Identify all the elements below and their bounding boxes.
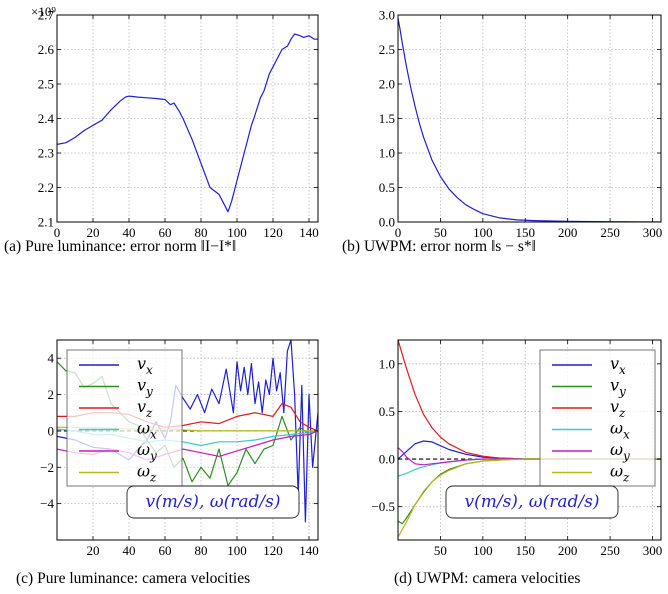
y-tick-label: 2	[48, 387, 55, 402]
y-tick-label: 2.5	[379, 42, 395, 57]
axes-frame	[56, 339, 319, 541]
series-group	[398, 18, 661, 222]
x-tick-label: 40	[123, 543, 136, 558]
series-group	[57, 33, 318, 213]
y-tick-label: 4	[48, 351, 55, 366]
legend-label: ωz	[137, 462, 157, 485]
y-tick-label: 2.3	[38, 146, 54, 161]
legend-label: vx	[137, 354, 153, 377]
panel-caption: (d) UWPM: camera velocities	[394, 570, 580, 587]
axes-frame	[397, 339, 662, 541]
x-tick-label: 80	[195, 225, 208, 240]
x-tick-label: 300	[643, 225, 663, 240]
y-tick-label: 0	[48, 423, 55, 438]
x-tick-label: 50	[434, 543, 447, 558]
x-tick-label: 60	[159, 225, 172, 240]
y-tick-label: 0.5	[379, 404, 395, 419]
y-tick-label: −4	[40, 496, 54, 511]
y-tick-label: −0.5	[371, 499, 395, 514]
x-tick-label: 20	[87, 225, 100, 240]
panel-caption: (c) Pure luminance: camera velocities	[16, 570, 250, 587]
legend-label: vy	[610, 376, 626, 399]
x-tick-label: 120	[263, 225, 283, 240]
y-tick-label: 2.6	[38, 42, 55, 57]
panel-a: 0 20 40 60 80 100 120 140 2.1 2.2 2.3 2.4 2.5 2.6 2.7×…	[4, 4, 319, 255]
series-line-s0	[57, 33, 318, 213]
x-tick-label: 200	[558, 543, 578, 558]
legend-label: ωy	[610, 440, 630, 463]
panel-d: 50 100 150 200 250 300 −0.5 0.0 0.5 1.0 vxvyvzωxωy…	[371, 339, 663, 587]
unit-label-box	[445, 485, 619, 519]
x-tick-label: 100	[227, 543, 247, 558]
legend-label: ωx	[610, 419, 630, 442]
y-tick-label: 1.0	[379, 146, 395, 161]
y-axis-multiplier: ×10⁹	[31, 4, 56, 19]
y-tick-label: 2.5	[38, 77, 54, 92]
x-tick-label: 20	[87, 543, 100, 558]
y-tick-label: 2.1	[38, 215, 54, 230]
y-tick-label: 2.7	[38, 8, 55, 23]
x-tick-label: 140	[299, 543, 319, 558]
y-tick-label: 3.0	[379, 8, 395, 23]
legend-label: vx	[610, 354, 626, 377]
panel-b: 0 50 100 150 200 250 300 0.0 0.5 1.0 1.5 2.0 2.5 3.0 (…	[342, 8, 662, 256]
x-tick-label: 150	[516, 225, 536, 240]
y-tick-label: 0.5	[379, 180, 395, 195]
y-tick-label: 1.5	[379, 111, 395, 126]
unit-label-box	[126, 485, 300, 519]
x-tick-label: 50	[434, 225, 447, 240]
x-tick-label: 0	[395, 225, 402, 240]
x-tick-label: 150	[516, 543, 536, 558]
legend-label: ωy	[137, 440, 157, 463]
x-tick-label: 40	[123, 225, 136, 240]
legend-label: vy	[137, 376, 153, 399]
x-tick-label: 100	[227, 225, 247, 240]
y-tick-label: 1.0	[379, 356, 395, 371]
panel-caption: (b) UWPM: error norm ‖s − s*‖	[342, 238, 536, 255]
y-tick-label: 2.4	[38, 111, 55, 126]
x-tick-label: 80	[195, 543, 208, 558]
series-line-omega_z	[398, 458, 661, 538]
legend-label: ωz	[610, 462, 630, 485]
series-group	[398, 340, 661, 538]
series-line-s0	[398, 18, 661, 222]
legend-label: vz	[610, 397, 626, 420]
x-tick-label: 140	[299, 225, 319, 240]
y-tick-label: 2.2	[38, 180, 54, 195]
x-tick-label: 60	[159, 543, 172, 558]
y-tick-label: 0.0	[379, 452, 395, 467]
y-tick-label: 0.0	[379, 215, 395, 230]
x-tick-label: 250	[600, 543, 620, 558]
unit-label: v(m/s), ω(rad/s)	[146, 492, 281, 512]
panel-caption: (a) Pure luminance: error norm ‖I−I*‖	[4, 238, 236, 255]
x-tick-label: 100	[473, 543, 493, 558]
x-tick-label: 100	[473, 225, 493, 240]
legend-box	[66, 349, 183, 487]
legend-label: vz	[137, 397, 153, 420]
legend-label: ωx	[137, 419, 157, 442]
x-tick-label: 0	[54, 225, 61, 240]
x-tick-label: 250	[600, 225, 620, 240]
x-tick-label: 200	[558, 225, 578, 240]
x-tick-label: 120	[263, 543, 283, 558]
unit-label: v(m/s), ω(rad/s)	[465, 492, 600, 512]
y-tick-label: 2.0	[379, 77, 395, 92]
legend-box	[539, 349, 656, 487]
y-tick-label: −2	[40, 460, 54, 475]
x-tick-label: 300	[643, 543, 663, 558]
